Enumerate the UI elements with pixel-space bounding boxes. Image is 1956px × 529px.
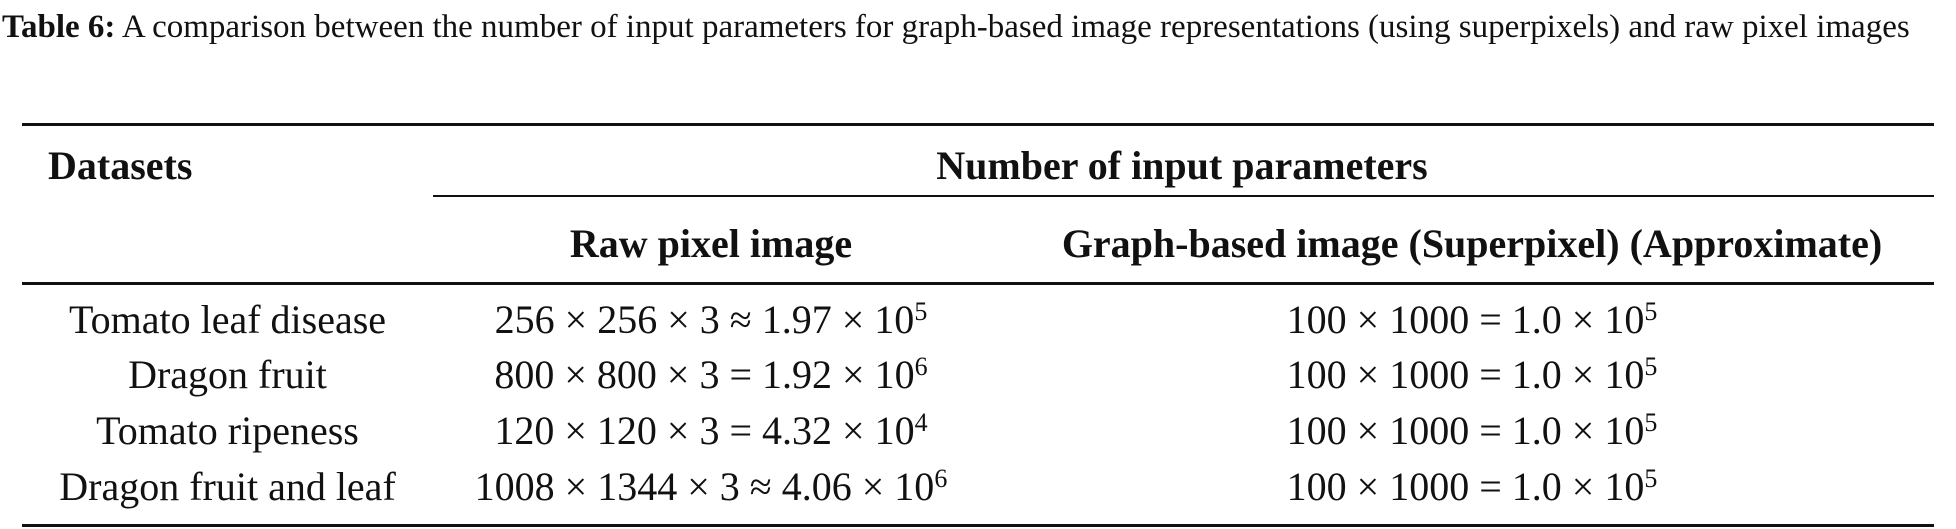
cell-raw-pixel: 1008 × 1344 × 3 ≈ 4.06 × 106 <box>433 463 989 511</box>
cell-graph-based: 100 × 1000 = 1.0 × 105 <box>1010 407 1934 455</box>
header-graph-based-image: Graph-based image (Superpixel) (Approxim… <box>1061 221 1883 266</box>
dataset-name: Dragon fruit <box>128 352 327 397</box>
graph-value: 100 × 1000 = 1.0 × 10 <box>1286 408 1645 453</box>
cell-dataset: Tomato leaf disease <box>22 296 433 344</box>
header-rule <box>22 282 1934 285</box>
raw-value: 256 × 256 × 3 ≈ 1.97 × 10 <box>494 297 915 342</box>
top-rule <box>22 123 1934 126</box>
graph-value: 100 × 1000 = 1.0 × 10 <box>1286 297 1645 342</box>
bottom-rule <box>22 524 1934 527</box>
raw-exponent: 6 <box>914 352 928 381</box>
dataset-name: Dragon fruit and leaf <box>59 464 396 509</box>
dataset-name: Tomato leaf disease <box>68 297 387 342</box>
graph-exponent: 5 <box>1644 464 1658 493</box>
cell-graph-based: 100 × 1000 = 1.0 × 105 <box>1010 351 1934 399</box>
graph-exponent: 5 <box>1644 408 1658 437</box>
cell-raw-pixel: 800 × 800 × 3 = 1.92 × 106 <box>433 351 989 399</box>
graph-value: 100 × 1000 = 1.0 × 10 <box>1286 352 1645 397</box>
cell-graph-based: 100 × 1000 = 1.0 × 105 <box>1010 296 1934 344</box>
raw-value: 800 × 800 × 3 = 1.92 × 10 <box>494 352 915 397</box>
raw-value: 1008 × 1344 × 3 ≈ 4.06 × 10 <box>474 464 935 509</box>
raw-value: 120 × 120 × 3 = 4.32 × 10 <box>494 408 915 453</box>
header-raw-pixel-image: Raw pixel image <box>569 221 853 266</box>
table-caption: Table 6: A comparison between the number… <box>2 4 1954 51</box>
graph-value: 100 × 1000 = 1.0 × 10 <box>1286 464 1645 509</box>
cell-dataset: Tomato ripeness <box>22 407 433 455</box>
caption-text: A comparison between the number of input… <box>121 9 1910 45</box>
dataset-name: Tomato ripeness <box>96 408 359 453</box>
group-rule <box>433 195 1934 197</box>
graph-exponent: 5 <box>1644 297 1658 326</box>
graph-exponent: 5 <box>1644 352 1658 381</box>
header-number-of-input-parameters: Number of input parameters <box>936 143 1428 188</box>
header-datasets: Datasets <box>48 143 193 188</box>
cell-raw-pixel: 120 × 120 × 3 = 4.32 × 104 <box>433 407 989 455</box>
cell-dataset: Dragon fruit <box>22 351 433 399</box>
caption-label: Table 6: <box>2 9 116 45</box>
raw-exponent: 5 <box>914 297 928 326</box>
cell-graph-based: 100 × 1000 = 1.0 × 105 <box>1010 463 1934 511</box>
raw-exponent: 6 <box>934 464 948 493</box>
raw-exponent: 4 <box>914 408 928 437</box>
cell-raw-pixel: 256 × 256 × 3 ≈ 1.97 × 105 <box>433 296 989 344</box>
cell-dataset: Dragon fruit and leaf <box>22 463 433 511</box>
